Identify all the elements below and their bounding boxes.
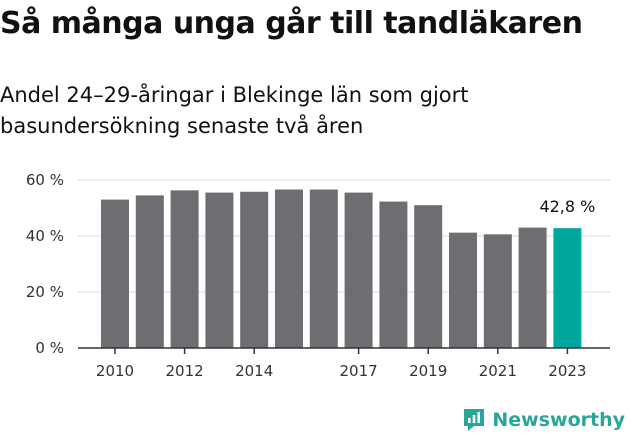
x-tick-label: 2021 xyxy=(479,362,517,380)
newsworthy-brand: Newsworthy xyxy=(462,407,625,433)
y-tick-label: 60 % xyxy=(26,171,64,189)
y-tick-label: 0 % xyxy=(35,339,64,357)
bar-2020 xyxy=(449,232,477,348)
bar-2021 xyxy=(483,234,512,348)
x-tick-label: 2019 xyxy=(409,362,447,380)
brand-name: Newsworthy xyxy=(492,409,625,431)
bar-2017 xyxy=(344,192,373,348)
chart-title: Så många unga går till tandläkaren xyxy=(0,6,583,41)
bar-2012 xyxy=(170,190,199,348)
y-tick-label: 40 % xyxy=(26,227,64,245)
bar-value-label: 42,8 % xyxy=(539,197,595,216)
chart-subtitle: Andel 24–29-åringar i Blekinge län som g… xyxy=(0,83,469,138)
bar-2014 xyxy=(240,191,269,348)
x-axis: 2010 2012 2014 2017 2019 2021 2023 xyxy=(78,347,610,380)
bar-2019 xyxy=(414,205,443,348)
x-tick-label: 2012 xyxy=(166,362,204,380)
x-tick-label: 2023 xyxy=(548,362,586,380)
bar-2023 xyxy=(553,228,582,348)
bar-2011 xyxy=(135,195,164,348)
bar-2010 xyxy=(101,199,129,348)
bar-2018 xyxy=(379,201,408,348)
bar-2013 xyxy=(205,192,234,348)
y-tick-label: 20 % xyxy=(26,283,64,301)
bar-2015 xyxy=(275,189,303,348)
x-tick-label: 2014 xyxy=(235,362,273,380)
bar-2022 xyxy=(518,227,547,348)
bar-annotations: 42,8 % xyxy=(539,197,595,216)
x-tick-label: 2010 xyxy=(96,362,134,380)
x-tick-label: 2017 xyxy=(340,362,378,380)
bars xyxy=(101,189,582,348)
newsworthy-logo-icon xyxy=(464,409,485,431)
bar-2016 xyxy=(309,189,338,348)
y-axis-labels: 0 % 20 % 40 % 60 % xyxy=(26,171,64,357)
